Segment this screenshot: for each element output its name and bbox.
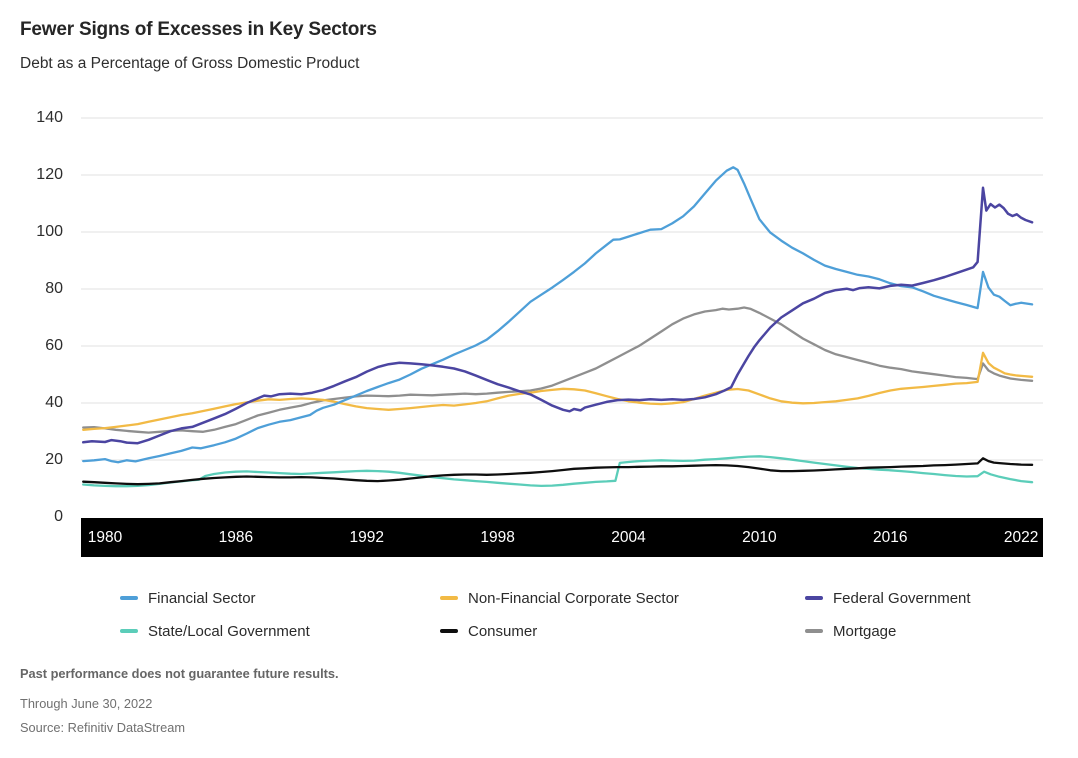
y-axis-tick-label: 80 <box>45 280 63 297</box>
footer-disclaimer: Past performance does not guarantee futu… <box>20 666 339 681</box>
chart-legend: Financial Sector Non-Financial Corporate … <box>120 588 1020 641</box>
y-axis-tick-label: 120 <box>36 166 63 183</box>
x-axis-tick-label: 2010 <box>742 529 777 546</box>
legend-item-label: Mortgage <box>833 622 897 640</box>
y-axis-tick-label: 0 <box>54 508 63 525</box>
x-axis-tick-label: 1998 <box>480 529 515 546</box>
series-line-financial-sector <box>82 166 1034 464</box>
legend-item-label: Consumer <box>468 622 538 640</box>
legend-item-consumer: Consumer <box>440 621 805 641</box>
x-axis-tick-label: 2004 <box>611 529 646 546</box>
y-axis-tick-label: 40 <box>45 394 63 411</box>
legend-swatch-icon <box>440 595 458 601</box>
legend-swatch-icon <box>120 628 138 634</box>
legend-swatch-icon <box>440 628 458 634</box>
series-line-state-local-government <box>82 455 1034 488</box>
x-axis-tick-label: 2022 <box>1003 529 1039 546</box>
y-axis-tick-label: 140 <box>36 109 63 126</box>
series-line-federal-government <box>81 186 1034 445</box>
page-title: Fewer Signs of Excesses in Key Sectors <box>20 19 377 40</box>
y-axis-tick-label: 20 <box>45 451 63 468</box>
legend-item-financial-sector: Financial Sector <box>120 588 440 608</box>
legend-item-label: Financial Sector <box>148 589 256 607</box>
series-line-consumer <box>82 457 1034 486</box>
legend-item-mortgage: Mortgage <box>805 621 1020 641</box>
x-axis-tick-label: 1992 <box>349 529 384 546</box>
legend-item-non-financial-corporate-sector: Non-Financial Corporate Sector <box>440 588 805 608</box>
x-axis-tick-label: 2016 <box>873 529 908 546</box>
footer-through-date: Through June 30, 2022 <box>20 696 153 711</box>
x-axis-band: 1980 1986 1992 1998 2004 2010 2016 2022 <box>81 518 1043 557</box>
legend-swatch-icon <box>120 595 138 601</box>
footer-source: Source: Refinitiv DataStream <box>20 720 186 735</box>
y-axis-tick-label: 60 <box>45 337 63 354</box>
series-line-mortgage <box>82 306 1034 434</box>
legend-item-label: Federal Government <box>833 589 971 607</box>
y-axis-tick-label: 100 <box>36 223 63 240</box>
x-axis-tick-label: 1986 <box>218 529 254 546</box>
legend-item-federal-government: Federal Government <box>805 588 1020 608</box>
legend-item-label: Non-Financial Corporate Sector <box>468 589 679 607</box>
legend-item-state-local-government: State/Local Government <box>120 621 440 641</box>
legend-swatch-icon <box>805 628 823 634</box>
legend-item-label: State/Local Government <box>148 622 310 640</box>
x-axis-tick-label: 1980 <box>87 529 123 546</box>
legend-swatch-icon <box>805 595 823 601</box>
series-line-non-financial-corporate-sector <box>82 351 1034 431</box>
page-subtitle: Debt as a Percentage of Gross Domestic P… <box>20 55 360 72</box>
